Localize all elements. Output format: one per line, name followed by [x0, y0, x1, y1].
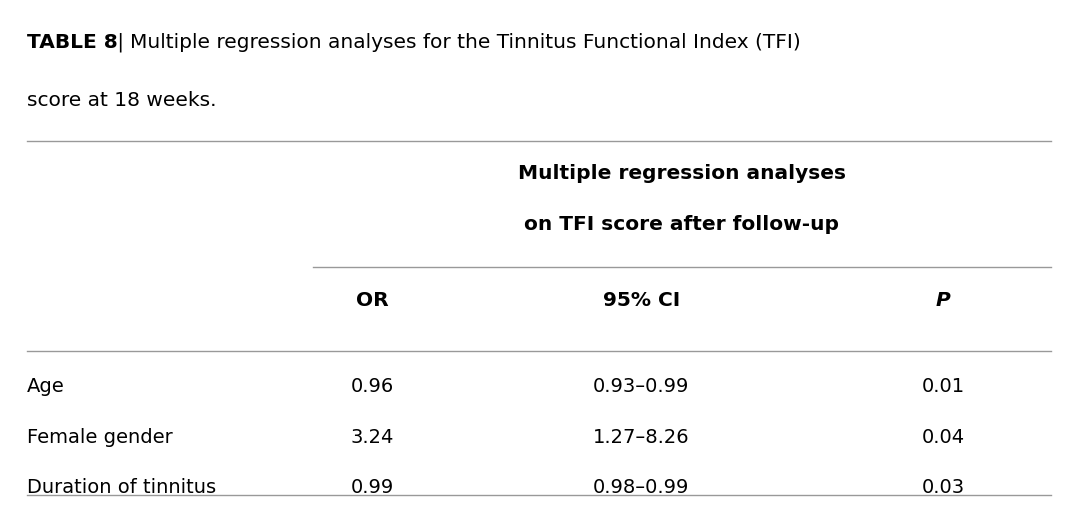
Text: Multiple regression analyses: Multiple regression analyses [517, 164, 846, 183]
Text: 0.93–0.99: 0.93–0.99 [593, 376, 690, 395]
Text: Multiple regression analyses for the Tinnitus Functional Index (TFI): Multiple regression analyses for the Tin… [130, 33, 801, 52]
Text: 0.99: 0.99 [350, 477, 393, 496]
Text: |: | [111, 33, 130, 53]
Text: OR: OR [356, 290, 388, 310]
Text: 1.27–8.26: 1.27–8.26 [593, 427, 690, 446]
Text: on TFI score after follow-up: on TFI score after follow-up [524, 215, 840, 234]
Text: 3.24: 3.24 [350, 427, 393, 446]
Text: 0.98–0.99: 0.98–0.99 [593, 477, 690, 496]
Text: TABLE 8: TABLE 8 [27, 33, 118, 52]
Text: Duration of tinnitus: Duration of tinnitus [27, 477, 216, 496]
Text: 0.04: 0.04 [922, 427, 965, 446]
Text: 0.96: 0.96 [350, 376, 393, 395]
Text: 0.01: 0.01 [922, 376, 965, 395]
Text: score at 18 weeks.: score at 18 weeks. [27, 91, 217, 110]
Text: P: P [936, 290, 951, 310]
Text: 95% CI: 95% CI [603, 290, 680, 310]
Text: Age: Age [27, 376, 65, 395]
Text: 0.03: 0.03 [922, 477, 965, 496]
Text: Female gender: Female gender [27, 427, 172, 446]
